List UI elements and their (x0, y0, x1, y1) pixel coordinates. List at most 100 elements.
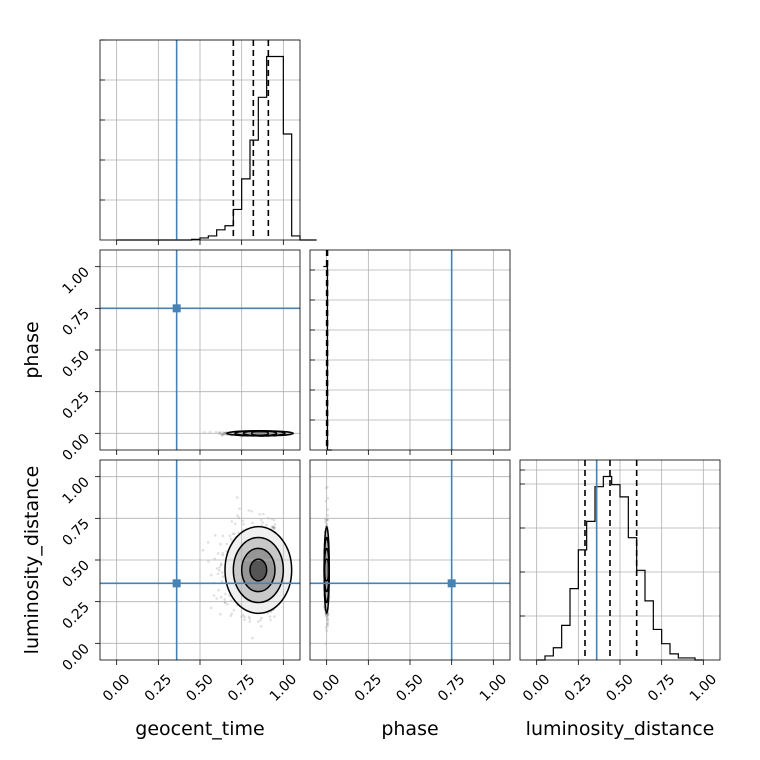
x-tick-label: 0.75 (225, 671, 258, 704)
sample-point (214, 430, 218, 434)
sample-point (269, 618, 272, 622)
sample-point (241, 613, 245, 617)
sample-point (212, 594, 216, 597)
x-tick-label: 1.00 (267, 671, 300, 704)
sample-point (230, 612, 234, 615)
contour-3 (249, 558, 268, 582)
sample-point (251, 636, 254, 640)
truth-marker (172, 304, 181, 313)
sample-point (207, 560, 210, 563)
sample-point (272, 518, 276, 522)
contour-3 (250, 430, 270, 437)
sample-point (236, 514, 239, 518)
histogram-geocent_time (116, 55, 317, 241)
y-tick-label: 1.00 (59, 474, 92, 507)
sample-point (273, 526, 276, 530)
sample-point (201, 548, 205, 552)
sample-point (213, 534, 217, 537)
sample-point (324, 521, 327, 524)
sample-point (259, 518, 263, 522)
truth-marker (447, 579, 456, 588)
sample-point (216, 552, 220, 555)
sample-point (243, 615, 246, 619)
x-tick-label: 0.50 (393, 671, 426, 704)
sample-point (256, 620, 260, 623)
sample-point (273, 527, 276, 530)
sample-point (224, 592, 227, 596)
x-tick-label: 0.25 (142, 671, 175, 704)
sample-point (225, 542, 229, 546)
sample-point (241, 519, 245, 523)
x-tick-label: 0.00 (310, 671, 343, 704)
truth-marker (172, 579, 181, 588)
sample-point (268, 615, 272, 618)
sample-point (231, 532, 235, 536)
x-axis-label-phase: phase (381, 718, 438, 740)
y-tick-label: 0.75 (59, 306, 92, 339)
sample-point (243, 618, 246, 622)
sample-point (221, 534, 225, 538)
y-axis-label-phase: phase (21, 321, 43, 378)
sample-point (223, 598, 227, 601)
x-tick-label: 0.50 (183, 671, 216, 704)
x-tick-label: 0.50 (603, 671, 636, 704)
x-tick-label: 1.00 (477, 671, 510, 704)
sample-point (221, 551, 224, 555)
density-level-3 (250, 559, 267, 581)
sample-point (248, 620, 252, 623)
sample-point (259, 616, 263, 620)
x-tick-label: 0.00 (520, 671, 553, 704)
sample-point (217, 588, 220, 592)
sample-point (220, 434, 224, 437)
sample-point (213, 557, 217, 560)
sample-point (229, 614, 233, 617)
y-tick-label: 0.00 (59, 431, 92, 464)
x-tick-label: 0.75 (435, 671, 468, 704)
sample-point (250, 509, 253, 513)
sample-point (220, 433, 223, 437)
sample-point (235, 496, 239, 499)
sample-point (221, 553, 225, 557)
contour-3 (323, 558, 330, 582)
x-tick-label: 0.75 (645, 671, 678, 704)
sample-point (237, 531, 240, 535)
y-tick-label: 0.00 (59, 641, 92, 674)
sample-point (326, 497, 330, 500)
sample-point (247, 509, 251, 512)
contour-2 (240, 547, 276, 593)
y-tick-label: 0.50 (59, 558, 92, 591)
sample-point (273, 523, 277, 526)
sample-point (219, 563, 223, 567)
sample-point (215, 567, 219, 570)
sample-point (228, 534, 232, 538)
x-tick-label: 0.25 (562, 671, 595, 704)
sample-point (217, 569, 221, 572)
sample-point (210, 573, 213, 577)
sample-point (219, 542, 222, 546)
sample-point (248, 617, 252, 621)
sample-point (326, 624, 330, 628)
sample-point (215, 597, 218, 600)
sample-point (326, 618, 330, 622)
sample-point (247, 615, 251, 619)
sample-point (261, 521, 265, 524)
sample-point (233, 532, 236, 536)
sample-point (221, 575, 225, 578)
sample-point (221, 571, 224, 574)
x-tick-label: 0.00 (100, 671, 133, 704)
sample-point (272, 525, 276, 529)
sample-point (258, 513, 262, 516)
sample-point (232, 608, 236, 612)
sample-point (259, 625, 263, 628)
sample-point (326, 621, 330, 624)
sample-point (216, 572, 220, 576)
contour-1 (232, 536, 285, 604)
histogram-luminosity_distance (536, 475, 704, 661)
y-tick-label: 1.00 (59, 264, 92, 297)
sample-point (265, 524, 268, 527)
y-tick-label: 0.75 (59, 516, 92, 549)
y-tick-label: 0.25 (59, 389, 92, 422)
y-tick-label: 0.25 (59, 599, 92, 632)
sample-point (225, 602, 229, 606)
